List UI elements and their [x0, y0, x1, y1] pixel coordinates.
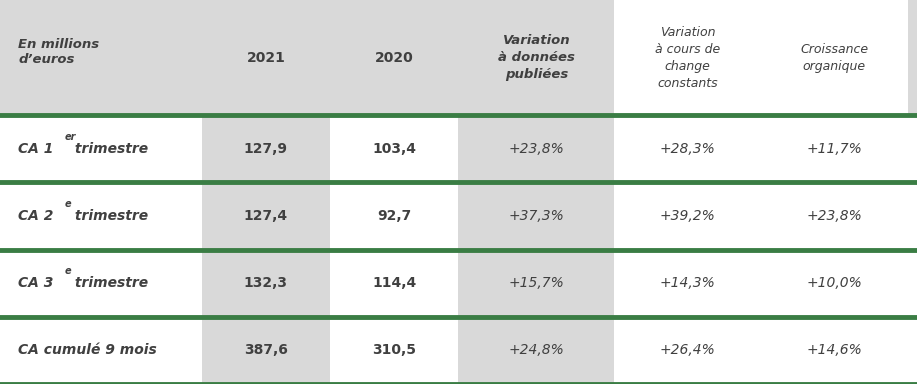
Text: 387,6: 387,6: [244, 343, 288, 358]
Text: +39,2%: +39,2%: [660, 209, 715, 223]
FancyBboxPatch shape: [9, 250, 202, 317]
FancyBboxPatch shape: [614, 250, 761, 317]
FancyBboxPatch shape: [330, 182, 458, 250]
FancyBboxPatch shape: [330, 250, 458, 317]
Text: 132,3: 132,3: [244, 276, 288, 290]
FancyBboxPatch shape: [202, 182, 330, 250]
FancyBboxPatch shape: [9, 115, 202, 182]
Text: e: e: [64, 199, 71, 209]
Text: +11,7%: +11,7%: [807, 142, 862, 156]
Text: 127,9: 127,9: [244, 142, 288, 156]
Text: Variation
à données
publiées: Variation à données publiées: [498, 34, 575, 81]
Text: CA 2: CA 2: [18, 209, 54, 223]
FancyBboxPatch shape: [761, 115, 908, 182]
FancyBboxPatch shape: [202, 317, 330, 384]
Text: +14,3%: +14,3%: [660, 276, 715, 290]
FancyBboxPatch shape: [202, 250, 330, 317]
Text: +23,8%: +23,8%: [509, 142, 564, 156]
Text: +14,6%: +14,6%: [807, 343, 862, 358]
Text: 2021: 2021: [247, 51, 285, 65]
Text: +37,3%: +37,3%: [509, 209, 564, 223]
FancyBboxPatch shape: [458, 317, 614, 384]
Text: +24,8%: +24,8%: [509, 343, 564, 358]
FancyBboxPatch shape: [0, 0, 917, 115]
FancyBboxPatch shape: [202, 115, 330, 182]
FancyBboxPatch shape: [614, 317, 761, 384]
Text: er: er: [64, 132, 75, 142]
Text: 92,7: 92,7: [377, 209, 412, 223]
FancyBboxPatch shape: [458, 115, 614, 182]
FancyBboxPatch shape: [458, 250, 614, 317]
Text: CA 1: CA 1: [18, 142, 54, 156]
FancyBboxPatch shape: [458, 182, 614, 250]
Text: Croissance
organique: Croissance organique: [801, 43, 868, 73]
Text: trimestre: trimestre: [70, 142, 148, 156]
FancyBboxPatch shape: [330, 115, 458, 182]
Text: 103,4: 103,4: [372, 142, 416, 156]
FancyBboxPatch shape: [9, 317, 202, 384]
Text: 114,4: 114,4: [372, 276, 416, 290]
Text: En millions
d’euros: En millions d’euros: [18, 38, 99, 66]
FancyBboxPatch shape: [761, 182, 908, 250]
Text: +10,0%: +10,0%: [807, 276, 862, 290]
Text: trimestre: trimestre: [70, 276, 148, 290]
FancyBboxPatch shape: [614, 182, 761, 250]
FancyBboxPatch shape: [330, 317, 458, 384]
Text: +28,3%: +28,3%: [660, 142, 715, 156]
FancyBboxPatch shape: [614, 115, 761, 182]
FancyBboxPatch shape: [761, 250, 908, 317]
Text: +15,7%: +15,7%: [509, 276, 564, 290]
FancyBboxPatch shape: [761, 0, 908, 115]
Text: 2020: 2020: [375, 51, 414, 65]
FancyBboxPatch shape: [614, 0, 761, 115]
Text: 310,5: 310,5: [372, 343, 416, 358]
FancyBboxPatch shape: [761, 317, 908, 384]
Text: Variation
à cours de
change
constants: Variation à cours de change constants: [655, 26, 721, 89]
Text: +26,4%: +26,4%: [660, 343, 715, 358]
Text: CA cumulé 9 mois: CA cumulé 9 mois: [18, 343, 157, 358]
Text: trimestre: trimestre: [70, 209, 148, 223]
Text: 127,4: 127,4: [244, 209, 288, 223]
Text: +23,8%: +23,8%: [807, 209, 862, 223]
Text: e: e: [64, 266, 71, 276]
FancyBboxPatch shape: [9, 182, 202, 250]
Text: CA 3: CA 3: [18, 276, 54, 290]
